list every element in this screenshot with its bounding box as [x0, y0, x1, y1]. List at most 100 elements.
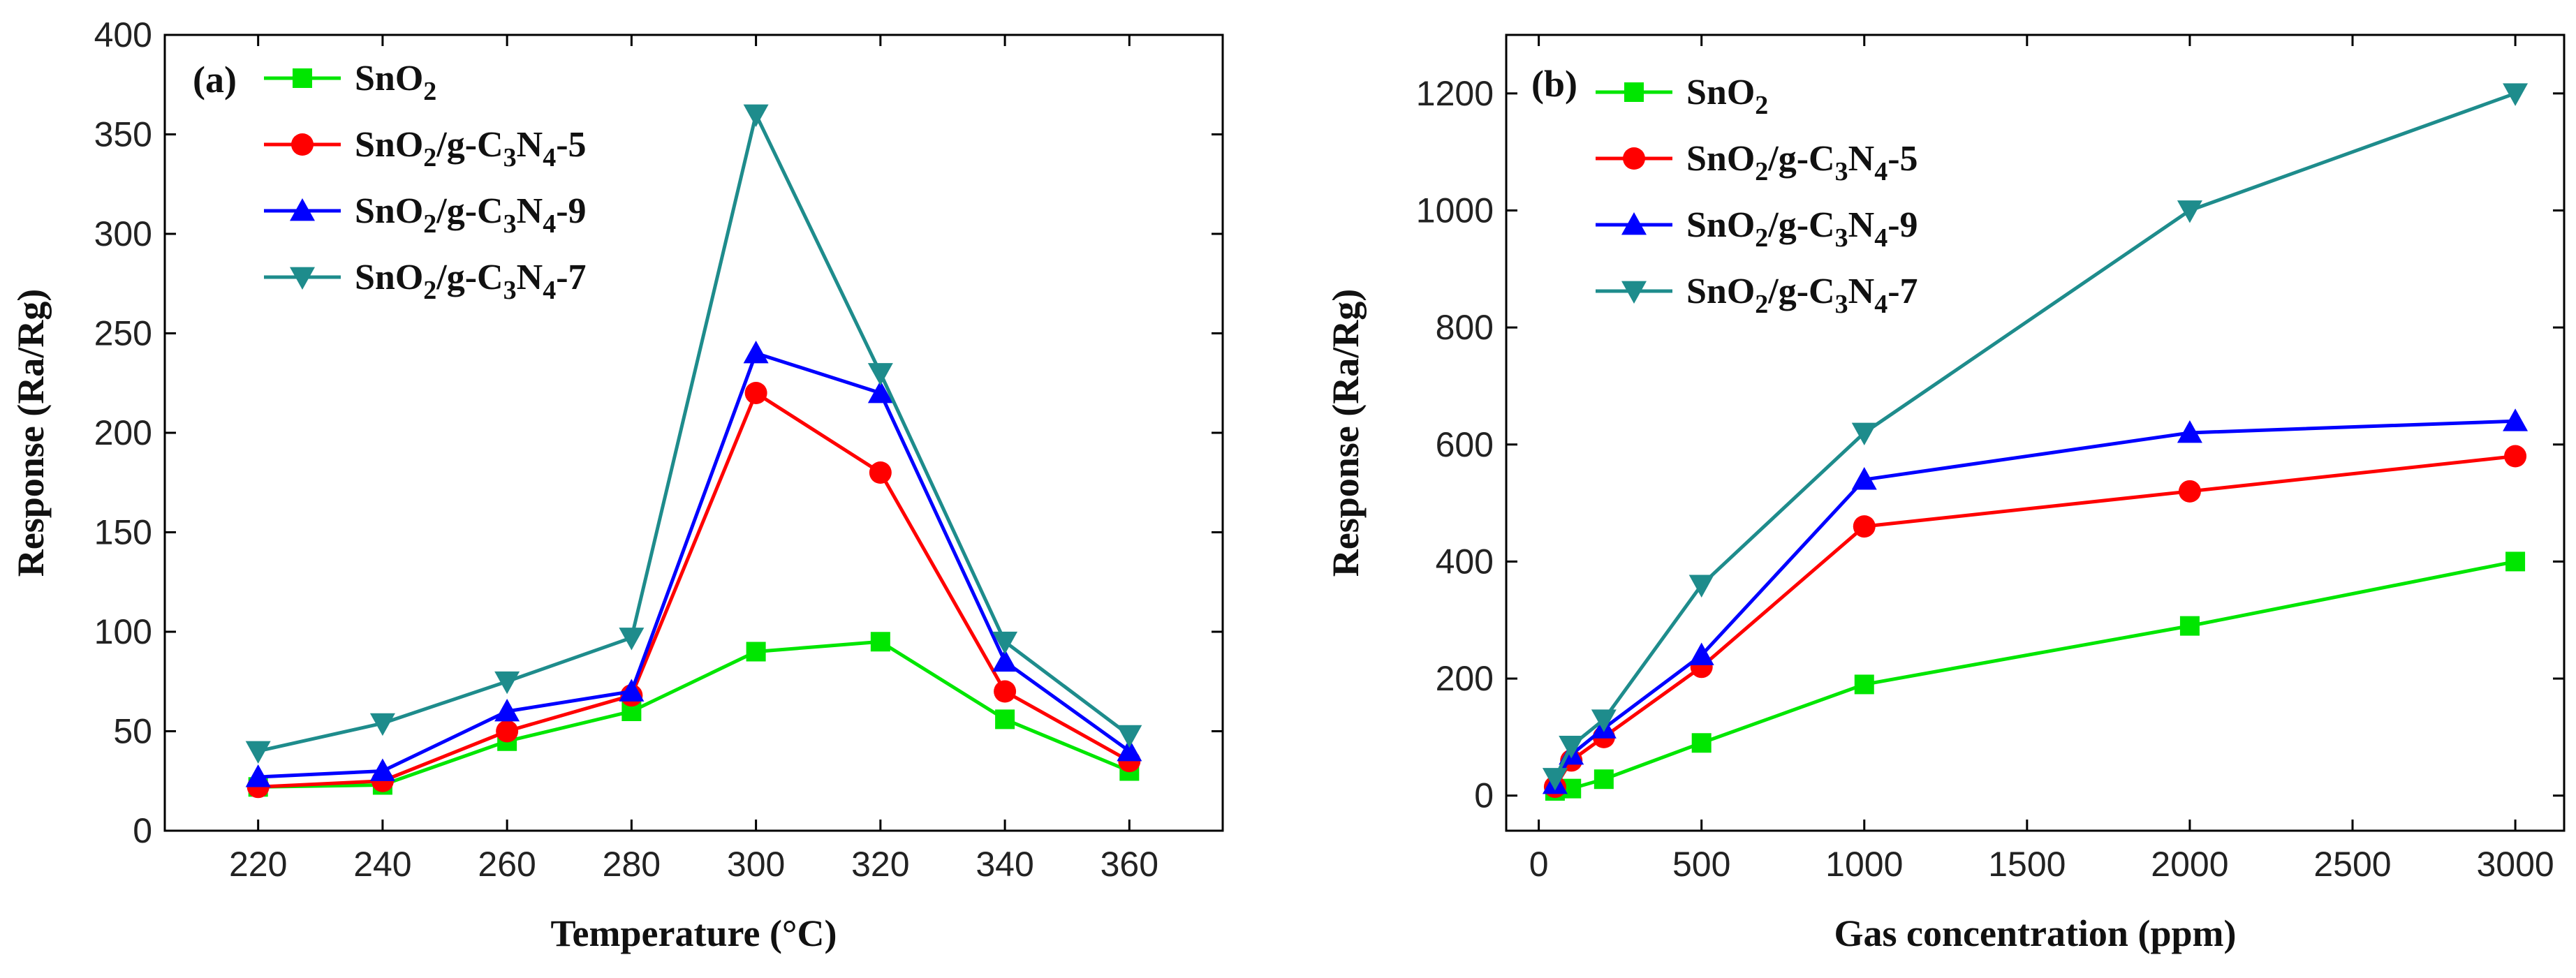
x-tick-label: 3000 — [2476, 845, 2554, 884]
x-axis-title: Temperature (°C) — [550, 912, 837, 954]
legend-text-part: SnO — [355, 125, 423, 165]
legend-text-part: N — [1848, 272, 1875, 311]
plot-frame — [1505, 34, 2566, 832]
x-tick-label: 1000 — [1825, 845, 1903, 884]
data-point — [2177, 200, 2202, 223]
legend-text-part: /g-C — [436, 258, 503, 297]
data-point — [744, 382, 767, 404]
legend-text-part: -5 — [1887, 139, 1918, 179]
data-point — [2178, 480, 2201, 503]
legend-subscript: 2 — [1755, 91, 1768, 120]
data-point — [245, 741, 271, 764]
y-tick-label: 100 — [94, 612, 152, 651]
legend-text-part: /g-C — [436, 191, 503, 231]
legend-text-part: -7 — [1887, 272, 1918, 311]
legend-subscript: 2 — [1755, 157, 1768, 186]
legend-text-part: N — [517, 258, 543, 297]
legend-subscript: 2 — [423, 77, 436, 106]
legend-subscript: 4 — [1874, 223, 1887, 253]
legend-text-part: /g-C — [436, 125, 503, 165]
legend-marker — [290, 267, 315, 290]
y-tick-label: 600 — [1436, 425, 1494, 464]
data-point — [369, 713, 395, 736]
legend-marker — [1621, 281, 1647, 304]
data-point — [1854, 674, 1874, 695]
x-tick-label: 240 — [353, 845, 411, 884]
data-point — [2503, 408, 2529, 431]
series-line — [258, 112, 1131, 753]
legend-subscript: 4 — [543, 209, 556, 239]
legend-subscript: 2 — [423, 276, 436, 305]
legend-label: SnO2/g-C3N4-5 — [1686, 139, 1918, 186]
x-tick-label: 280 — [603, 845, 661, 884]
data-point — [619, 679, 645, 702]
legend-subscript: 4 — [543, 143, 556, 172]
data-point — [496, 720, 519, 743]
data-point — [1851, 422, 1877, 445]
data-point — [2179, 616, 2200, 636]
legend-marker — [1623, 147, 1645, 170]
y-tick-label: 1200 — [1416, 74, 1494, 113]
y-tick-label: 0 — [133, 811, 152, 850]
data-point — [494, 699, 520, 722]
legend-label: SnO2/g-C3N4-7 — [1686, 272, 1918, 319]
x-tick-label: 360 — [1101, 845, 1158, 884]
plot-frame — [163, 34, 1224, 832]
y-tick-label: 50 — [113, 712, 152, 751]
data-point — [1688, 575, 1714, 598]
legend-subscript: 4 — [1874, 157, 1887, 186]
chart-panel-b: 0 500 1000 1500 2000 2500 3000 0 200 400 600 800 100… — [1325, 34, 2566, 954]
legend-text-part: N — [1848, 139, 1875, 179]
data-point — [2504, 445, 2527, 468]
x-tick-label: 2000 — [2151, 845, 2228, 884]
legend-marker — [293, 68, 312, 88]
legend-text-part: /g-C — [1767, 205, 1834, 245]
data-point — [619, 628, 645, 651]
data-point — [369, 758, 395, 781]
legend-text-part: /g-C — [1767, 139, 1834, 179]
y-tick-label: 200 — [1436, 659, 1494, 698]
y-tick-label: 1000 — [1416, 191, 1494, 230]
legend-subscript: 3 — [1835, 223, 1848, 253]
y-tick-label: 400 — [94, 15, 152, 54]
legend-text-part: /g-C — [1767, 272, 1834, 311]
data-point — [494, 671, 520, 695]
x-tick-label: 340 — [976, 845, 1033, 884]
x-tick-label: 500 — [1672, 845, 1730, 884]
x-tick-label: 220 — [229, 845, 287, 884]
series-line — [258, 391, 1131, 789]
data-point — [1591, 709, 1617, 732]
y-tick-label: 400 — [1436, 542, 1494, 581]
y-tick-label: 150 — [94, 513, 152, 552]
y-tick-label: 200 — [94, 413, 152, 452]
data-point — [1542, 768, 1568, 791]
panel-label: (a) — [193, 59, 237, 101]
data-point — [1559, 736, 1584, 759]
x-tick-label: 2500 — [2313, 845, 2391, 884]
data-point — [994, 680, 1017, 703]
data-point — [2503, 83, 2529, 106]
legend-text-part: SnO — [1686, 73, 1755, 112]
data-point — [1688, 642, 1714, 665]
legend-text-part: N — [1848, 205, 1875, 245]
y-axis-title: Response (Ra/Rg) — [1325, 289, 1367, 577]
legend-subscript: 3 — [503, 276, 517, 305]
legend-subscript: 2 — [423, 143, 436, 172]
legend-subscript: 4 — [543, 276, 556, 305]
legend-subscript: 4 — [1874, 290, 1887, 319]
legend-text-part: SnO — [1686, 139, 1755, 179]
y-axis-title: Response (Ra/Rg) — [10, 289, 52, 577]
series-line — [258, 351, 1131, 779]
legend-text-part: SnO — [355, 59, 423, 98]
legend-text-part: SnO — [355, 258, 423, 297]
y-tick-label: 300 — [94, 214, 152, 253]
x-tick-label: 1500 — [1988, 845, 2066, 884]
legend-marker — [1621, 212, 1647, 235]
legend-subscript: 2 — [1755, 223, 1768, 253]
legend-text-part: -7 — [556, 258, 586, 297]
legend-label: SnO2/g-C3N4-9 — [1686, 205, 1918, 253]
data-point — [992, 631, 1018, 655]
chart-panel-a: 220 240 260 280 300 320 340 360 0 50 100 150 200 250 3… — [10, 15, 1224, 954]
x-tick-label: 0 — [1529, 845, 1549, 884]
